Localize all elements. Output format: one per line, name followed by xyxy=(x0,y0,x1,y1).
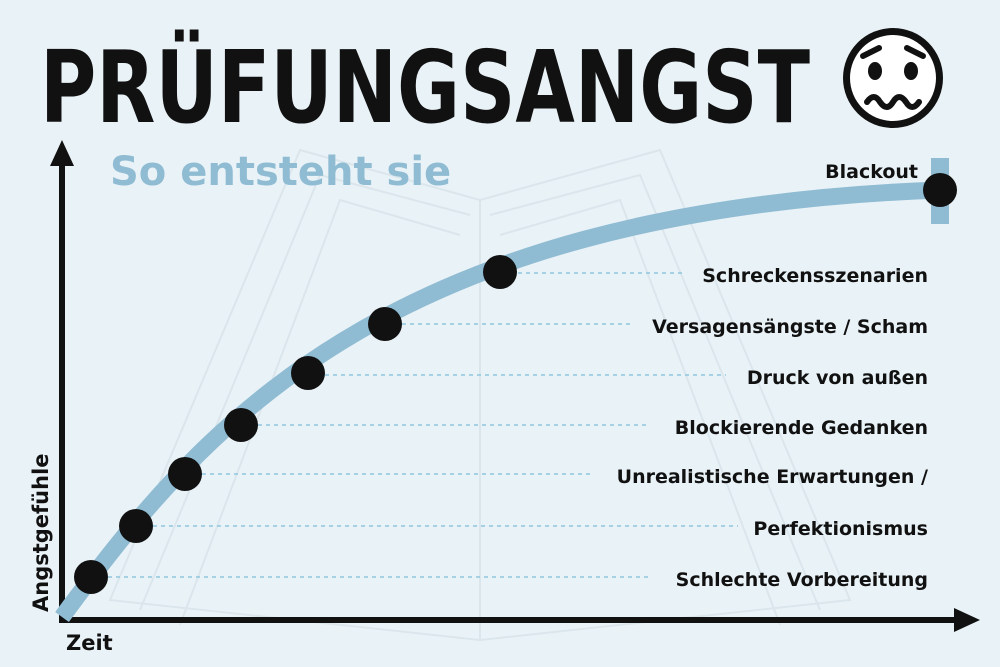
axes xyxy=(50,140,980,632)
stage-labels: Schlechte Vorbereitung Perfektionismus U… xyxy=(617,161,928,591)
stage-label-schlechte-vorbereitung: Schlechte Vorbereitung xyxy=(676,569,928,591)
stage-dot-versagensaengste xyxy=(368,307,402,341)
page-subtitle: So entsteht sie xyxy=(110,149,451,195)
stage-label-blackout: Blackout xyxy=(825,161,918,183)
stage-label-versagensaengste: Versagensängste / Scham xyxy=(652,316,928,338)
stage-label-blockierende-gedanken: Blockierende Gedanken xyxy=(675,417,928,439)
y-axis-label: Angstgefühle xyxy=(29,453,53,612)
stage-label-schreckensszenarien: Schreckensszenarien xyxy=(702,265,928,287)
stage-label-perfektionismus: Perfektionismus xyxy=(753,518,928,540)
stage-dot-unrealistische-erwartungen xyxy=(168,457,202,491)
page-title: PRÜFUNGSANGST xyxy=(40,29,810,146)
stage-dot-schlechte-vorbereitung xyxy=(74,560,108,594)
stage-dot-druck-von-aussen xyxy=(291,356,325,390)
anxious-face-icon xyxy=(843,28,943,128)
stage-label-unrealistische-erwartungen: Unrealistische Erwartungen / xyxy=(617,466,928,488)
x-axis-label: Zeit xyxy=(66,631,113,655)
stage-dot-perfektionismus xyxy=(119,509,153,543)
guide-lines xyxy=(108,272,738,578)
stage-dot-schreckensszenarien xyxy=(483,255,517,289)
stage-label-druck-von-aussen: Druck von außen xyxy=(747,367,928,389)
stage-markers xyxy=(74,173,957,594)
stage-dot-blockierende-gedanken xyxy=(224,408,258,442)
x-axis-arrow xyxy=(954,608,980,632)
y-axis-arrow xyxy=(50,140,74,166)
stage-dot-blackout xyxy=(923,173,957,207)
background-book-illustration xyxy=(108,148,852,642)
